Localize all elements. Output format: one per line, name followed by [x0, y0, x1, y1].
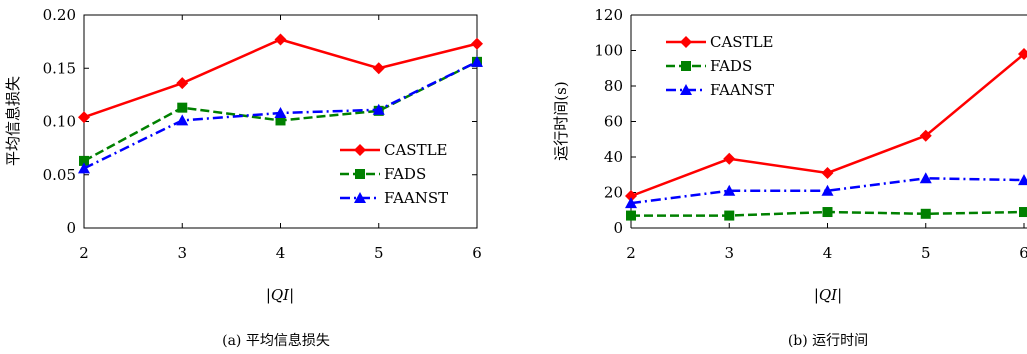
x-tick-label: 6 — [472, 244, 482, 262]
data-point-fads — [177, 102, 188, 113]
legend-marker — [680, 36, 692, 48]
x-axis-title-part: | — [837, 286, 842, 304]
legend-marker — [354, 192, 366, 203]
charts-container: 0 0.05 0.10 0.15 0.20 2 3 4 5 6 CASTLE FADS FAANST 平均… — [4, 6, 1027, 349]
data-point-castle — [372, 62, 385, 75]
series-group — [78, 33, 483, 174]
x-tick-label: 3 — [177, 244, 187, 262]
legend-label-castle: CASTLE — [384, 141, 448, 159]
data-point-faanst — [625, 197, 637, 209]
legend-marker — [680, 84, 692, 95]
y-tick-label: 0.10 — [43, 113, 76, 131]
x-tick-label: 2 — [626, 244, 636, 262]
x-tick-label: 5 — [921, 244, 931, 262]
x-axis-title-part: | — [814, 286, 819, 304]
chart-panel-a: 0 0.05 0.10 0.15 0.20 2 3 4 5 6 CASTLE FADS FAANST 平均… — [4, 6, 483, 349]
x-axis-title-part: | — [289, 286, 294, 304]
x-tick-label: 3 — [724, 244, 734, 262]
data-point-castle — [78, 111, 90, 124]
data-point-castle — [723, 152, 736, 165]
x-axis-title-part: | — [266, 286, 271, 304]
data-point-castle — [821, 166, 834, 179]
y-tick-label: 60 — [604, 113, 623, 131]
x-tick-label: 6 — [1019, 244, 1027, 262]
legend-label-faanst: FAANST — [710, 81, 774, 99]
data-point-faanst — [1018, 174, 1027, 186]
chart-panel-b: 0 20 40 60 80 100 120 2 3 4 5 6 CASTLE FADS FAANST 运行时间… — [552, 6, 1027, 349]
data-point-castle — [274, 33, 287, 46]
data-point-faanst — [723, 184, 736, 196]
y-tick-label: 20 — [604, 184, 623, 202]
data-point-fads — [626, 210, 636, 221]
legend-marker — [681, 61, 691, 71]
x-tick-label: 2 — [79, 244, 89, 262]
data-point-fads — [275, 115, 286, 126]
y-tick-label: 100 — [594, 42, 623, 60]
y-tick-label: 40 — [604, 148, 623, 166]
data-point-fads — [822, 207, 833, 218]
legend-marker — [355, 169, 365, 179]
x-tick-label: 4 — [823, 244, 833, 262]
legend: CASTLE FADS FAANST — [340, 141, 448, 207]
series-line-castle — [83, 38, 478, 119]
legend-label-fads: FADS — [710, 57, 752, 75]
data-point-faanst — [372, 103, 385, 115]
chart-caption: (b) 运行时间 — [788, 333, 868, 349]
data-point-fads — [1019, 207, 1027, 218]
y-tick-label: 120 — [594, 6, 623, 24]
data-point-fads — [920, 208, 931, 219]
data-point-castle — [176, 77, 189, 90]
series-line-faanst — [630, 177, 1025, 205]
data-point-faanst — [919, 172, 932, 184]
x-axis-title-part: QI — [271, 286, 290, 304]
y-axis-title: 平均信息损失 — [4, 76, 22, 166]
chart-caption: (a) 平均信息损失 — [222, 332, 330, 349]
y-tick-label: 80 — [604, 77, 623, 95]
legend-label-faanst: FAANST — [384, 189, 448, 207]
data-point-faanst — [78, 162, 90, 174]
y-tick-label: 0.15 — [43, 59, 76, 77]
legend-marker — [354, 144, 366, 156]
x-axis-title: |QI| — [814, 286, 842, 304]
y-tick-label: 0 — [613, 219, 623, 237]
legend-label-castle: CASTLE — [710, 33, 774, 51]
legend-label-fads: FADS — [384, 165, 426, 183]
x-axis-title-part: QI — [819, 286, 838, 304]
x-tick-label: 4 — [276, 244, 286, 262]
x-axis-title: |QI| — [266, 286, 294, 304]
data-point-fads — [79, 155, 89, 166]
data-point-faanst — [821, 184, 834, 196]
y-tick-label: 0 — [66, 219, 76, 237]
data-point-faanst — [471, 55, 483, 67]
series-group — [625, 48, 1027, 221]
legend: CASTLE FADS FAANST — [666, 33, 774, 99]
y-tick-label: 0.20 — [43, 6, 76, 24]
y-tick-label: 0.05 — [43, 166, 76, 184]
data-point-castle — [919, 129, 932, 142]
data-point-castle — [1018, 48, 1027, 61]
data-point-fads — [724, 210, 735, 221]
data-point-castle — [625, 190, 637, 203]
y-axis-title: 运行时间(s) — [552, 81, 570, 160]
data-point-faanst — [274, 106, 287, 118]
x-tick-label: 5 — [374, 244, 384, 262]
data-point-castle — [471, 37, 483, 50]
data-point-faanst — [176, 114, 189, 126]
